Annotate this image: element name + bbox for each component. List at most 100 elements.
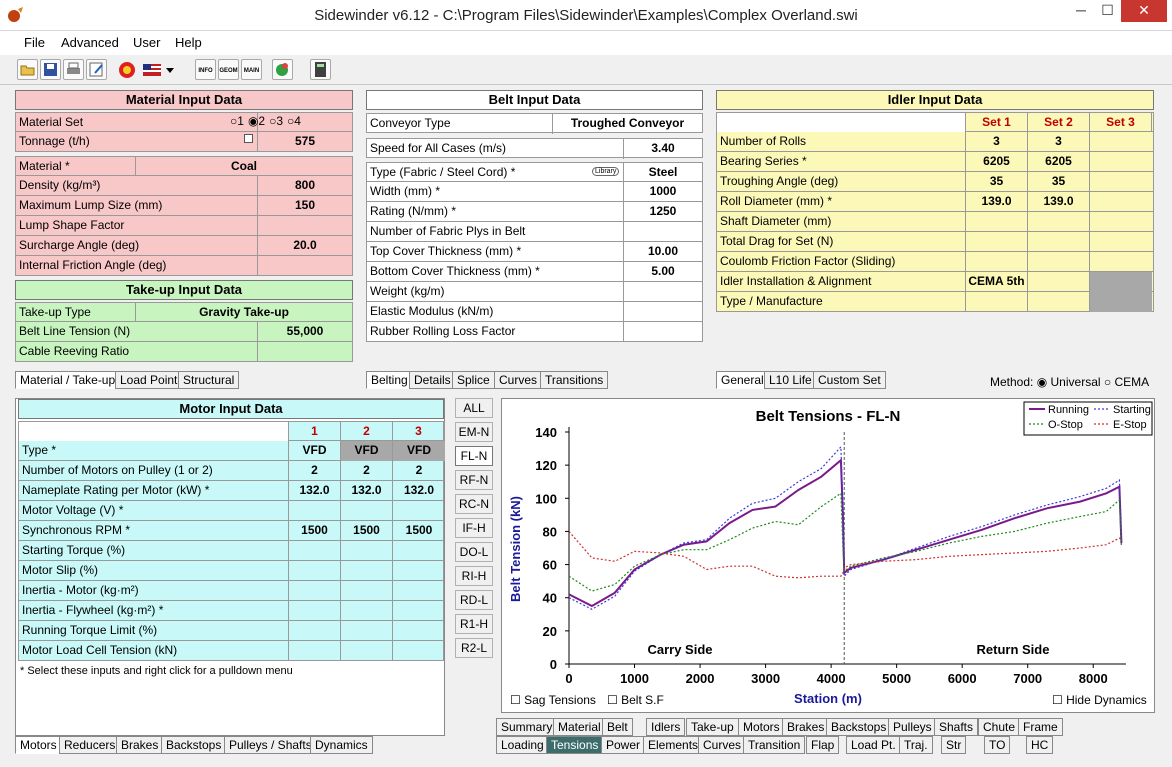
tab-transition[interactable]: Transition	[743, 736, 806, 754]
tab-curves[interactable]: Curves	[698, 736, 747, 754]
conveyor-type-value[interactable]: Troughed Conveyor	[570, 116, 685, 130]
idler-value[interactable]: 139.0	[966, 192, 1028, 212]
motor-value[interactable]: VFD	[289, 441, 341, 461]
case-button-ri-h[interactable]: RI-H	[455, 566, 493, 586]
maximize-button[interactable]: ☐	[1101, 2, 1114, 18]
motor-value[interactable]	[341, 541, 393, 561]
motor-value[interactable]	[393, 561, 445, 581]
motor-value[interactable]	[393, 541, 445, 561]
library-button[interactable]: Library	[592, 167, 620, 176]
motor-value[interactable]: 132.0	[341, 481, 393, 501]
belt-value[interactable]	[624, 302, 702, 322]
speed-value[interactable]: 3.40	[651, 141, 675, 155]
tab-general[interactable]: General	[716, 371, 769, 389]
case-button-em-n[interactable]: EM-N	[455, 422, 493, 442]
takeup-value[interactable]: Gravity Take-up	[199, 305, 289, 319]
tab-shafts[interactable]: Shafts	[934, 718, 979, 736]
tab-details[interactable]: Details	[409, 371, 456, 389]
sag-tensions-check[interactable]: ☐ Sag Tensions	[510, 693, 596, 707]
tab-power[interactable]: Power	[601, 736, 646, 754]
print-icon[interactable]	[63, 59, 84, 80]
main-icon[interactable]: MAIN	[241, 59, 262, 80]
material-value[interactable]: 800	[294, 178, 316, 192]
tab-reducers[interactable]: Reducers	[59, 736, 121, 754]
tab-brakes[interactable]: Brakes	[782, 718, 830, 736]
idler-value[interactable]: 35	[966, 172, 1028, 192]
idler-value[interactable]	[966, 292, 1028, 312]
belt-sf-check[interactable]: ☐ Belt S.F	[607, 693, 664, 707]
material-set-radio-1[interactable]: ○	[230, 114, 238, 128]
idler-value[interactable]	[1028, 212, 1090, 232]
motor-value[interactable]: VFD	[341, 441, 393, 461]
takeup-value[interactable]	[258, 342, 352, 362]
tab-chute[interactable]: Chute	[978, 718, 1021, 736]
belt-value[interactable]: 1250	[649, 204, 677, 218]
motor-value[interactable]: 1500	[341, 521, 393, 541]
tab-dynamics[interactable]: Dynamics	[310, 736, 373, 754]
motor-value[interactable]: 2	[415, 463, 423, 477]
tab-frame[interactable]: Frame	[1018, 718, 1063, 736]
motor-value[interactable]	[289, 581, 341, 601]
idler-value[interactable]	[1090, 152, 1152, 172]
edit-icon[interactable]	[86, 59, 107, 80]
open-icon[interactable]	[17, 59, 38, 80]
tab-motors[interactable]: Motors	[15, 736, 62, 754]
idler-value[interactable]	[1090, 232, 1152, 252]
tab-elements[interactable]: Elements	[643, 736, 704, 754]
motor-value[interactable]	[341, 581, 393, 601]
idler-value[interactable]	[1028, 232, 1090, 252]
motor-value[interactable]	[289, 601, 341, 621]
tab-str[interactable]: Str	[941, 736, 967, 754]
motor-value[interactable]	[393, 581, 445, 601]
globe-icon[interactable]	[272, 59, 293, 80]
tab-backstops[interactable]: Backstops	[826, 718, 892, 736]
idler-value[interactable]	[1090, 192, 1152, 212]
idler-value[interactable]	[1090, 172, 1152, 192]
case-button-r1-h[interactable]: R1-H	[455, 614, 493, 634]
motor-value[interactable]	[393, 641, 445, 661]
method-universal-radio[interactable]: ◉	[1036, 375, 1051, 389]
idler-value[interactable]	[966, 252, 1028, 272]
idler-value[interactable]	[1090, 132, 1152, 152]
belt-value[interactable]: 1000	[649, 184, 677, 198]
motor-value[interactable]: 132.0	[403, 483, 435, 497]
takeup-value[interactable]: 55,000	[286, 324, 324, 338]
idler-value[interactable]: 35	[1028, 172, 1090, 192]
case-button-rd-l[interactable]: RD-L	[455, 590, 493, 610]
case-button-do-l[interactable]: DO-L	[455, 542, 493, 562]
motor-value[interactable]: 1500	[405, 523, 433, 537]
material-value[interactable]	[258, 256, 352, 276]
motor-value[interactable]	[289, 501, 341, 521]
tab-backstops[interactable]: Backstops	[161, 736, 227, 754]
menu-file[interactable]: File	[24, 35, 45, 50]
tab-belt[interactable]: Belt	[602, 718, 633, 736]
belt-value[interactable]	[624, 222, 702, 242]
motor-value[interactable]: VFD	[393, 441, 445, 461]
material-value[interactable]: Coal	[230, 159, 257, 173]
idler-value[interactable]: 6205	[966, 152, 1028, 172]
tab-pulleys-shafts[interactable]: Pulleys / Shafts	[224, 736, 317, 754]
motor-value[interactable]	[341, 561, 393, 581]
material-value[interactable]	[258, 216, 352, 236]
idler-value[interactable]	[1028, 272, 1090, 292]
hide-dynamics-check[interactable]: ☐ Hide Dynamics	[1052, 693, 1147, 707]
geometry-icon[interactable]: GEOM	[218, 59, 239, 80]
tab-material[interactable]: Material	[553, 718, 606, 736]
tonnage-detail-button[interactable]	[244, 134, 253, 143]
belt-value[interactable]: Steel	[648, 165, 678, 179]
material-set-radio-3[interactable]: ○	[269, 114, 277, 128]
flag-icon[interactable]	[140, 59, 164, 80]
material-value[interactable]: 150	[294, 198, 316, 212]
belt-value[interactable]	[624, 282, 702, 302]
tab-custom-set[interactable]: Custom Set	[813, 371, 886, 389]
idler-value[interactable]	[1090, 292, 1152, 312]
motor-value[interactable]	[393, 501, 445, 521]
tab-curves[interactable]: Curves	[494, 371, 543, 389]
motor-value[interactable]	[341, 641, 393, 661]
motor-value[interactable]: 2	[341, 461, 393, 481]
belt-value[interactable]: 10.00	[647, 244, 679, 258]
material-set-radio-4[interactable]: ○	[287, 114, 295, 128]
motor-value[interactable]	[393, 621, 445, 641]
method-cema-radio[interactable]: ○	[1103, 375, 1115, 389]
menu-user[interactable]: User	[133, 35, 161, 50]
